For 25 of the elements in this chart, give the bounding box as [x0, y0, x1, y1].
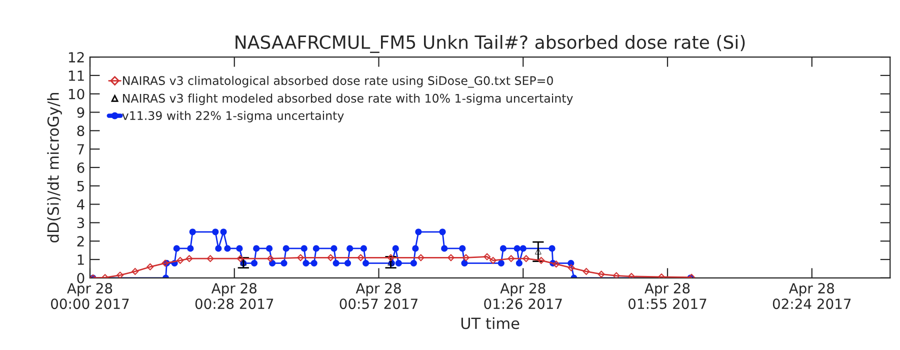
y-axis-title: dD(Si)/dt microGy/h: [47, 93, 62, 242]
chart-title: NASAAFRCMUL_FM5 Unkn Tail#? absorbed dose rate (Si): [236, 34, 745, 53]
legend-label: NAIRAS v3 flight modeled absorbed dose rate with 10% 1-sigma uncertainty: [123, 94, 573, 106]
x-tick-label: Apr 28 00:57 2017: [340, 283, 418, 310]
y-tick-label: 11: [68, 70, 84, 81]
y-tick-label: 4: [76, 199, 84, 210]
legend-label: NAIRAS v3 climatological absorbed dose rate using SiDose_G0.txt SEP=0: [123, 76, 553, 88]
y-tick-label: 12: [68, 52, 84, 62]
x-tick-label: Apr 28 01:26 2017: [484, 283, 562, 310]
y-tick-label: 3: [77, 218, 84, 228]
y-tick-label: 2: [77, 236, 84, 246]
x-tick-label: Apr 28 00:00 2017: [51, 283, 129, 310]
y-tick-label: 0: [77, 272, 84, 284]
y-tick-label: 9: [77, 107, 84, 118]
y-tick-label: 6: [77, 162, 84, 173]
legend-label: v11.39 with 22% 1-sigma uncertainty: [122, 110, 344, 122]
x-tick-label: Apr 28 00:28 2017: [195, 283, 274, 310]
x-axis-title: UT time: [461, 317, 520, 330]
y-tick-label: 5: [77, 181, 84, 192]
x-tick-label: Apr 28 02:24 2017: [772, 283, 851, 310]
x-tick-label: Apr 28 01:55 2017: [628, 283, 706, 310]
y-tick-label: 10: [68, 88, 84, 100]
y-tick-label: 8: [77, 126, 84, 136]
y-tick-label: 7: [77, 144, 84, 154]
y-tick-label: 1: [78, 254, 84, 265]
